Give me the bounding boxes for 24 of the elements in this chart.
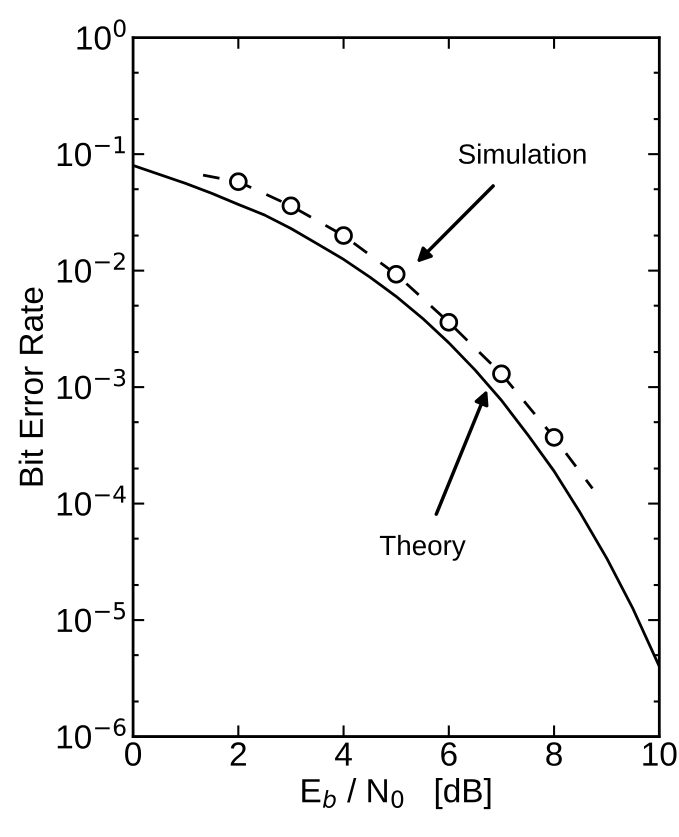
- y-tick-label: 10$^{−4}$: [58, 486, 126, 516]
- y-tick-label: 10$^{−6}$: [58, 718, 126, 749]
- x-tick-label: 2: [230, 742, 246, 766]
- y-tick-label: 10$^{−2}$: [58, 252, 125, 283]
- point: [544, 428, 564, 447]
- y-tick-label: 10$^{−3}$: [58, 368, 126, 400]
- y-tick-label: 10$^{0}$: [77, 19, 126, 50]
- x-tick-label: 4: [335, 742, 352, 766]
- x-tick-label: 10: [643, 742, 677, 766]
- x-tick-label: 6: [441, 742, 457, 766]
- y-axis-title: Bit Error Rate: [18, 288, 44, 486]
- y-tick-label: 10$^{−5}$: [58, 602, 125, 632]
- point: [492, 364, 511, 384]
- point: [229, 172, 248, 192]
- y-tick-label: 10$^{−1}$: [58, 136, 125, 166]
- x-tick-label: 0: [125, 742, 142, 766]
- x-tick-label: 8: [546, 742, 562, 766]
- point: [282, 196, 300, 216]
- annotation: Theory: [380, 534, 466, 561]
- point: [386, 264, 406, 284]
- text: E$_{b}$ / N$_{0}$ [dB]: [302, 778, 490, 810]
- point: [440, 313, 458, 332]
- annotation: Simulation: [458, 144, 586, 164]
- point: [334, 226, 353, 245]
